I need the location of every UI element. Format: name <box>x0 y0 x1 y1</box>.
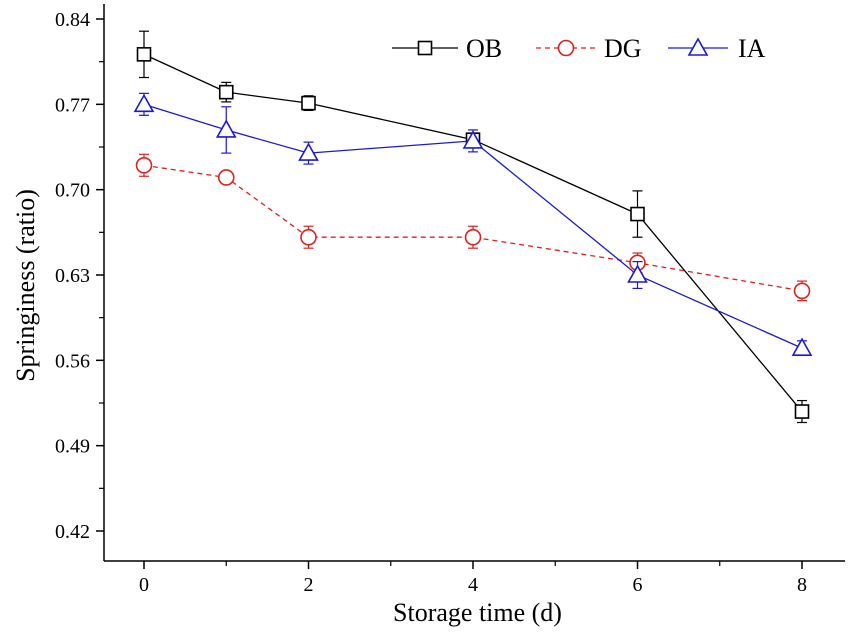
x-tick-label: 4 <box>468 574 478 596</box>
series-ia <box>133 92 813 357</box>
data-point-ia <box>791 337 813 356</box>
y-tick-label: 0.84 <box>55 9 90 31</box>
series-line-ia <box>143 103 803 349</box>
axes: 0.42 0.49 0.56 0.63 0.70 0.77 0.84 0 2 4 6 8 Storage… <box>11 4 845 627</box>
series-line-dg <box>143 164 803 292</box>
y-axis-title: Springiness (ratio) <box>11 189 40 382</box>
data-point-ob <box>218 84 234 100</box>
data-point-ia <box>627 264 648 283</box>
data-point-ob <box>794 404 810 419</box>
legend-marker-ob <box>417 40 433 56</box>
legend-marker-dg <box>557 39 575 57</box>
x-tick-label: 2 <box>304 574 314 596</box>
data-point-dg <box>300 228 317 246</box>
y-tick-label: 0.56 <box>55 350 90 372</box>
legend-item-ob: OB <box>392 34 502 63</box>
legend-label-dg: DG <box>604 34 642 63</box>
x-axis-title: Storage time (d) <box>393 598 562 627</box>
data-point-ia <box>298 142 319 161</box>
legend-label-ia: IA <box>738 34 766 63</box>
data-point-ia <box>133 93 155 113</box>
y-tick-label: 0.49 <box>55 436 90 458</box>
series-line-ob <box>143 53 803 412</box>
y-tick-label: 0.70 <box>55 180 90 202</box>
x-tick-label: 0 <box>139 574 149 596</box>
y-tick-label: 0.77 <box>55 94 90 116</box>
data-point-dg <box>464 228 482 246</box>
y-tick-label: 0.42 <box>55 521 90 543</box>
data-point-dg <box>135 156 153 174</box>
x-tick-label: 6 <box>633 574 643 596</box>
data-point-ob <box>630 206 645 222</box>
legend-marker-ia <box>687 37 709 56</box>
legend-item-dg: DG <box>536 34 642 63</box>
series-group <box>133 30 813 424</box>
legend-label-ob: OB <box>466 34 502 63</box>
data-point-ob <box>301 95 316 111</box>
legend-item-ia: IA <box>668 34 766 63</box>
series-ob <box>136 30 810 424</box>
series-dg <box>135 153 811 302</box>
data-point-ob <box>136 47 152 62</box>
x-tick-label: 8 <box>797 574 807 596</box>
data-point-ia <box>215 119 237 138</box>
data-point-dg <box>217 169 235 186</box>
y-tick-label: 0.63 <box>55 265 90 287</box>
data-point-ia <box>462 130 484 149</box>
legend: OB DG IA <box>392 34 766 63</box>
data-point-dg <box>793 282 811 300</box>
